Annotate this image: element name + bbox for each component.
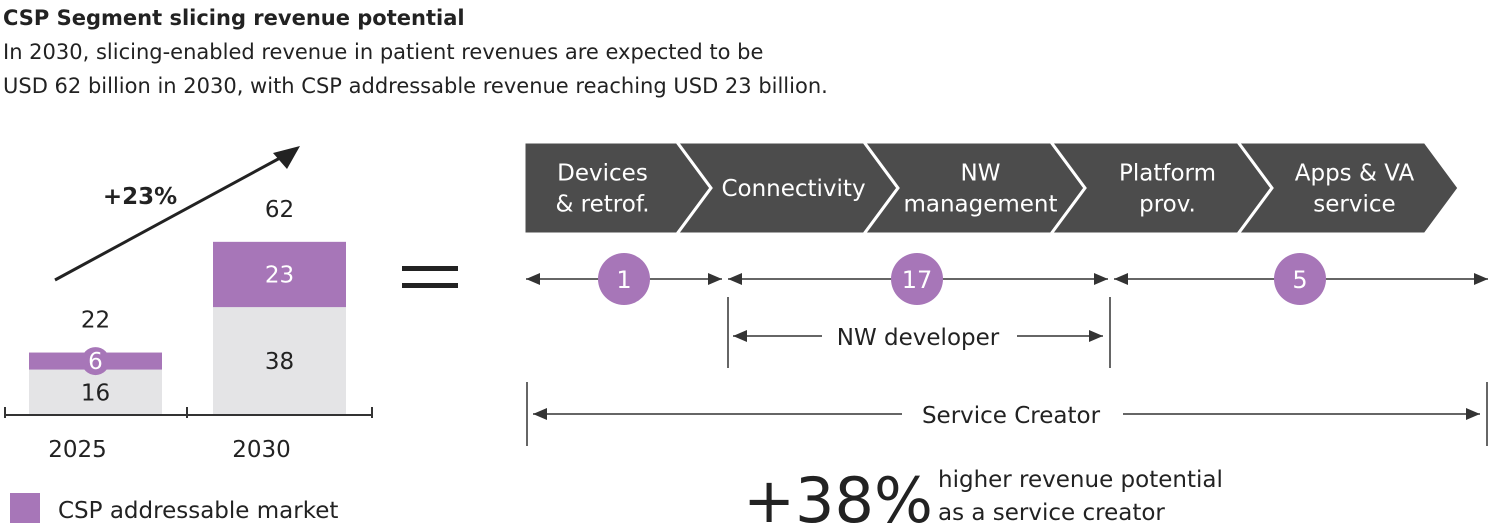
segment-value-platform-apps: 5 xyxy=(1292,266,1307,294)
segment-value-connectivity-nw: 17 xyxy=(902,266,933,294)
x-tick-label-2030: 2030 xyxy=(232,437,291,463)
chevron-label-5-line-1: Apps & VA xyxy=(1295,161,1415,187)
arrowhead-right xyxy=(1094,273,1108,285)
segment-circle-platform-apps xyxy=(1274,253,1326,305)
arrowhead-right xyxy=(708,273,722,285)
value-chain: Devices & retrof. Connectivity NW management… xyxy=(522,140,1461,236)
stacked-bars: 16 6 22 38 23 62 xyxy=(29,197,346,415)
equals-sign-top xyxy=(402,266,458,271)
highlight-line-2: as a service creator xyxy=(938,500,1165,526)
bar-addressable-2030 xyxy=(213,241,346,308)
chevron-5 xyxy=(1235,140,1461,236)
arrowhead-right xyxy=(1089,330,1103,342)
growth-arrowhead xyxy=(273,146,300,169)
equals-sign-bottom xyxy=(402,283,458,288)
legend-label: CSP addressable market xyxy=(58,498,338,524)
chevron-3 xyxy=(861,140,1087,236)
bar-rest-2030 xyxy=(213,307,346,415)
chevron-label-4-line-2: prov. xyxy=(1139,192,1196,218)
chevron-label-3-line-1: NW xyxy=(961,161,1001,187)
segment-value-devices: 1 xyxy=(616,266,631,294)
segment-circle-devices xyxy=(598,253,650,305)
arrowhead-right xyxy=(1474,273,1488,285)
chevron-label-1-line-2: & retrof. xyxy=(555,192,649,218)
nw-developer-label: NW developer xyxy=(837,325,1000,351)
bar-rest-2025 xyxy=(29,369,162,415)
bar-rest-value-2030: 38 xyxy=(265,349,294,375)
chevron-label-1-line-1: Devices xyxy=(557,161,648,187)
arrowhead-left xyxy=(733,330,747,342)
chevron-label-5-line-2: service xyxy=(1313,192,1395,218)
highlight-line-1: higher revenue potential xyxy=(938,467,1223,493)
chevron-label-4-line-1: Platform xyxy=(1119,161,1216,187)
arrowhead-left xyxy=(1114,273,1128,285)
chevron-1 xyxy=(522,140,713,236)
growth-arrow xyxy=(54,156,281,282)
bar-addressable-value-2025: 6 xyxy=(88,349,103,375)
arrowhead-right xyxy=(1466,408,1480,420)
bar-addressable-badge-2025 xyxy=(81,347,110,376)
chevron-4 xyxy=(1048,140,1274,236)
service-creator-label: Service Creator xyxy=(922,403,1101,429)
chevron-label-3-line-2: management xyxy=(903,192,1057,218)
bar-rest-value-2025: 16 xyxy=(81,380,110,406)
legend-swatch xyxy=(10,493,40,523)
subtitle-line-2: USD 62 billion in 2030, with CSP address… xyxy=(3,74,828,98)
arrowhead-left xyxy=(728,273,742,285)
subtitle-line-1: In 2030, slicing-enabled revenue in pati… xyxy=(3,40,764,64)
growth-label: +23% xyxy=(103,184,177,210)
arrowhead-left xyxy=(526,273,540,285)
chevron-label-2-line-1: Connectivity xyxy=(721,176,865,202)
range-arrowheads xyxy=(526,273,1488,420)
highlight-value: +38% xyxy=(743,464,933,532)
bar-total-2025: 22 xyxy=(81,308,110,334)
segment-circle-connectivity-nw xyxy=(891,253,943,305)
bar-total-2030: 62 xyxy=(265,197,294,223)
arrowhead-left xyxy=(533,408,547,420)
x-tick-label-2025: 2025 xyxy=(48,437,107,463)
page-title: CSP Segment slicing revenue potential xyxy=(3,6,465,30)
bar-addressable-value-2030: 23 xyxy=(265,262,294,288)
